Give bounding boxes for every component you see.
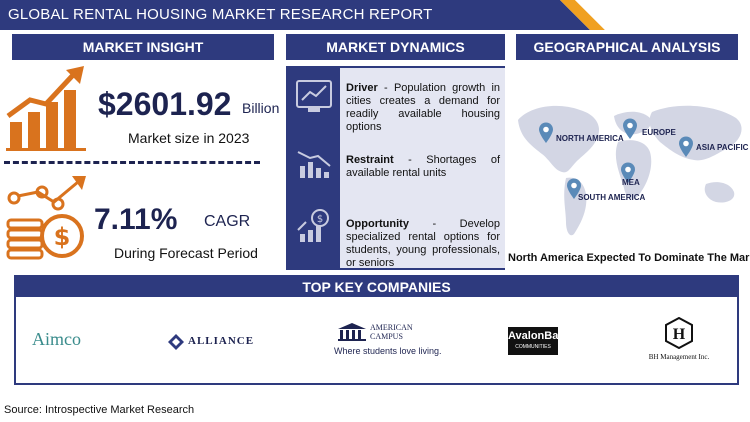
- region-south-america: SOUTH AMERICA: [578, 193, 646, 202]
- restraint-title: Restraint: [346, 154, 394, 166]
- market-dynamics-heading: MARKET DYNAMICS: [286, 34, 505, 60]
- avalonbay-name: AvalonBay: [508, 330, 565, 342]
- driver-icon: [296, 80, 332, 112]
- world-map: NORTH AMERICA EUROPE ASIA PACIFIC MEA SO…: [510, 66, 750, 242]
- location-pin-icon: [679, 136, 693, 157]
- region-europe: EUROPE: [642, 128, 676, 137]
- region-mea: MEA: [622, 178, 640, 187]
- alliance-name: ALLIANCE: [188, 335, 255, 347]
- cagr-unit: CAGR: [204, 213, 251, 230]
- market-insight-heading: MARKET INSIGHT: [12, 34, 274, 60]
- market-size-label: Market size in 2023: [128, 130, 250, 146]
- market-size-unit: Billion: [242, 100, 280, 116]
- opportunity-icon: $: [297, 209, 329, 242]
- acc-tagline: Where students love living.: [334, 346, 442, 356]
- region-north-america: NORTH AMERICA: [556, 134, 624, 143]
- avalonbay-sub: COMMUNITIES: [515, 344, 551, 350]
- geographical-analysis-heading: GEOGRAPHICAL ANALYSIS: [516, 34, 738, 60]
- american-campus-logo: AMERICAN CAMPUS Where students love livi…: [334, 323, 444, 361]
- top-key-companies-heading: TOP KEY COMPANIES: [16, 277, 737, 297]
- market-size-value: $2601.92: [98, 86, 232, 122]
- aimco-logo: Aimco: [32, 329, 81, 349]
- cagr-value: 7.11%: [94, 203, 178, 236]
- bh-hexagon-icon: H: [665, 317, 693, 349]
- title-bar: GLOBAL RENTAL HOUSING MARKET RESEARCH RE…: [0, 0, 750, 30]
- top-key-companies-box: TOP KEY COMPANIES Aimco ALLIANCE AMERICA…: [14, 275, 739, 385]
- location-pin-icon: [567, 178, 581, 199]
- opportunity-item: Opportunity - Develop specialized rental…: [346, 218, 500, 270]
- location-pin-icon: [623, 118, 637, 139]
- opportunity-title: Opportunity: [346, 218, 409, 230]
- bh-management-logo: H BH Management Inc.: [642, 317, 716, 367]
- region-asia-pacific: ASIA PACIFIC: [696, 143, 749, 152]
- campus-building-icon: [338, 323, 366, 341]
- source-note: Source: Introspective Market Research: [4, 404, 195, 416]
- alliance-logo: ALLIANCE: [168, 333, 268, 353]
- alliance-emblem-icon: [168, 334, 184, 350]
- page-title: GLOBAL RENTAL HOUSING MARKET RESEARCH RE…: [8, 6, 433, 23]
- geo-dominance-note: North America Expected To Dominate The M…: [508, 252, 750, 264]
- driver-title: Driver: [346, 82, 378, 94]
- restraint-text: - Shortages of available rental units: [346, 154, 500, 179]
- restraint-item: Restraint - Shortages of available renta…: [346, 154, 500, 180]
- bh-letter: H: [673, 326, 686, 343]
- growth-chart-icon: [6, 66, 86, 151]
- world-map-shape: [518, 105, 742, 236]
- driver-text: - Population growth in cities creates a …: [346, 82, 500, 133]
- svg-text:$: $: [54, 223, 71, 251]
- acc-name-line1: AMERICAN: [370, 323, 413, 332]
- svg-text:$: $: [317, 214, 323, 225]
- coin-growth-icon: $: [6, 176, 86, 260]
- location-pin-icon: [539, 122, 553, 143]
- opportunity-text: - Develop specialized rental options for…: [346, 218, 500, 269]
- section-divider: [4, 161, 260, 164]
- restraint-icon: [297, 151, 331, 178]
- driver-item: Driver - Population growth in cities cre…: [346, 82, 500, 134]
- title-banner-shape: [0, 0, 750, 30]
- avalonbay-logo: AvalonBay COMMUNITIES: [508, 327, 565, 355]
- cagr-period-label: During Forecast Period: [114, 245, 258, 261]
- bh-name: BH Management Inc.: [648, 353, 710, 361]
- market-dynamics-panel: $ Driver - Population growth in cities c…: [286, 66, 505, 270]
- dynamics-text-area: [340, 68, 505, 268]
- location-pin-icon: [621, 162, 635, 183]
- acc-name-line2: CAMPUS: [370, 332, 403, 341]
